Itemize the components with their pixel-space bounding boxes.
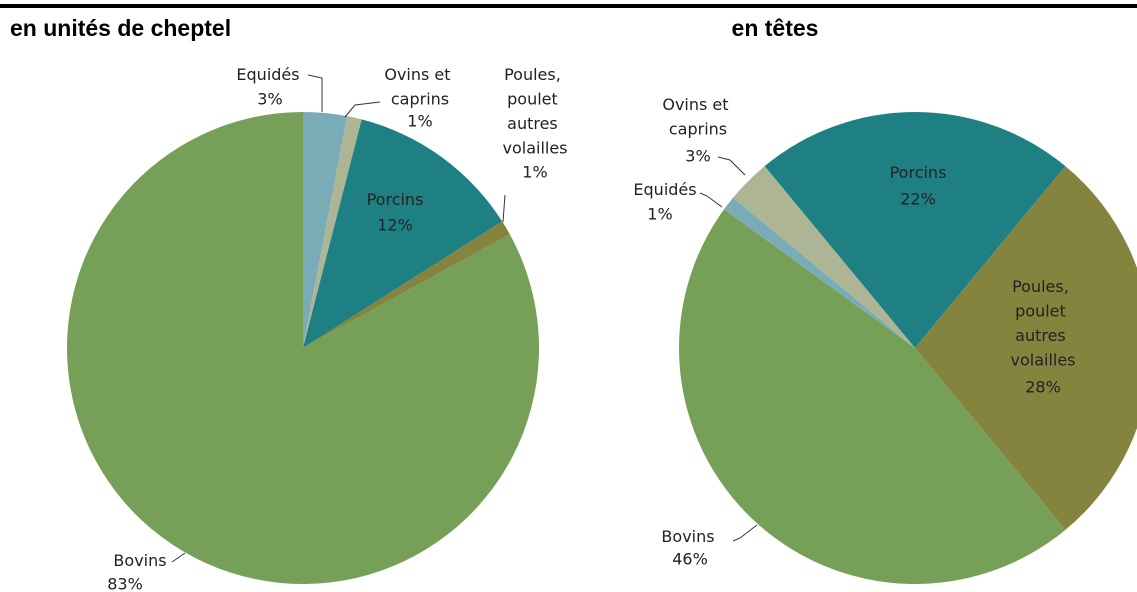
label-line: Ovins et (384, 65, 455, 84)
label-line: poulet (507, 89, 563, 108)
slice-label: Bovins (661, 527, 714, 546)
label-line: autres (507, 114, 563, 133)
pie-slice (303, 116, 362, 348)
chart-title: en têtes (732, 15, 819, 41)
leader-line (344, 101, 381, 118)
slice-value-label: 3% (685, 147, 710, 166)
label-line: Porcins (367, 190, 424, 209)
slice-label: Ovins et caprins (384, 65, 455, 109)
leader-line (717, 156, 746, 176)
chart-title: en unités de cheptel (10, 15, 231, 41)
pie-slice (66, 112, 539, 584)
label-line: Porcins (890, 163, 947, 182)
label-line: Equidés (633, 180, 696, 199)
slice-value-label: 1% (407, 112, 432, 131)
label-line: autres (1015, 326, 1071, 345)
slice-label: Equidés (236, 65, 299, 84)
top-rule (0, 4, 1137, 8)
leader-line (307, 74, 323, 112)
slice-value-label: 12% (377, 216, 413, 235)
pie-slice (303, 221, 510, 348)
slice-value-label: 28% (1025, 378, 1061, 397)
slice-value-label: 3% (257, 90, 282, 109)
label-line: Poules, (1012, 277, 1074, 296)
slice-label: Ovins et caprins (662, 95, 733, 139)
pie-slice (679, 209, 1066, 584)
pie-slice (303, 119, 503, 349)
label-line: Bovins (113, 551, 166, 570)
pie-slice (724, 197, 915, 348)
label-line: Bovins (661, 527, 714, 546)
pie-slice (915, 166, 1137, 530)
slice-label: Equidés (633, 180, 696, 199)
label-line: Poules, (504, 65, 566, 84)
slice-label: Poules, poulet autres volailles (502, 65, 567, 158)
pie-slice (764, 111, 1066, 349)
label-line: Ovins et (662, 95, 733, 114)
slice-value-label: 22% (900, 190, 936, 209)
label-line: Equidés (236, 65, 299, 84)
slice-value-label: 1% (522, 163, 547, 182)
label-line: volailles (1010, 350, 1075, 369)
slice-value-label: 1% (647, 205, 672, 224)
label-line: caprins (391, 89, 449, 108)
leader-line (699, 192, 723, 208)
label-line: caprins (669, 119, 727, 138)
pie-slice (303, 112, 348, 348)
slice-value-label: 46% (672, 550, 708, 569)
label-line: poulet (1015, 301, 1071, 320)
leader-line (171, 552, 186, 563)
slice-value-label: 83% (107, 575, 143, 592)
label-line: volailles (502, 138, 567, 157)
slice-label: Porcins (890, 163, 947, 182)
leader-line (502, 194, 506, 223)
slice-label: Porcins (367, 190, 424, 209)
leader-line (732, 524, 758, 542)
pie-slice (733, 166, 915, 348)
slice-label: Poules, poulet autres volailles (1010, 277, 1075, 370)
slice-label: Bovins (113, 551, 166, 570)
